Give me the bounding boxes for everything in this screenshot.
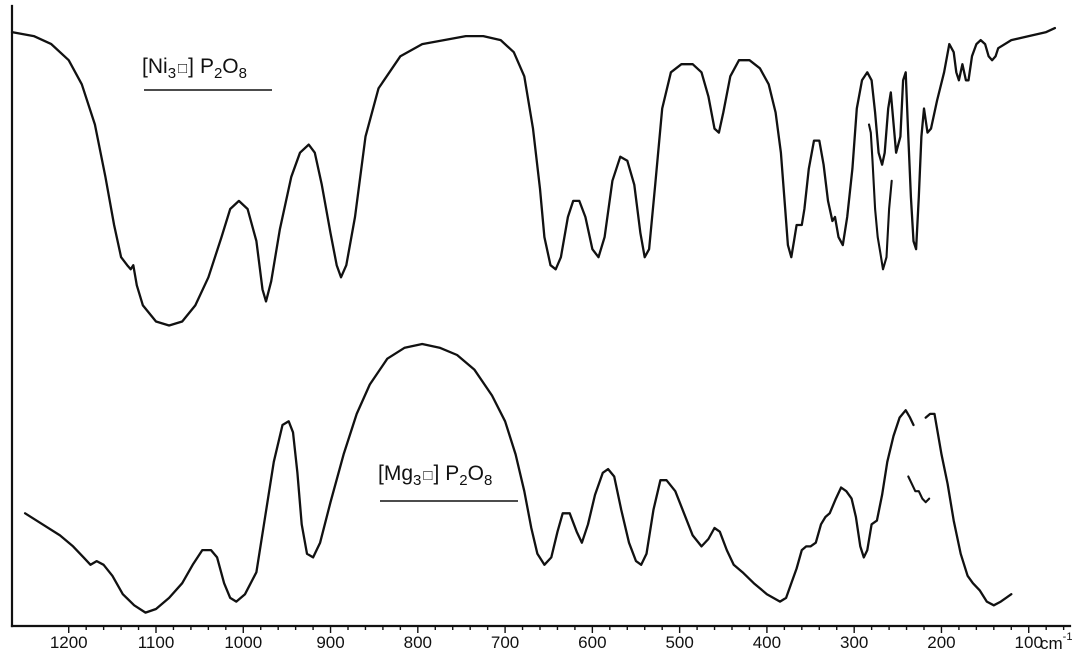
ni-label-close-bracket: ]	[188, 55, 194, 78]
x-axis-tick-labels: 1200 1100 1000 900 800 700 600 500 400 300 200 100	[50, 633, 1043, 652]
x-tick-label: 800	[404, 633, 432, 652]
series-line-ni	[10, 26, 1057, 327]
ni-label-open-bracket: [	[142, 55, 148, 78]
x-tick-label: 500	[665, 633, 693, 652]
x-tick-label: 200	[927, 633, 955, 652]
ni-compound-label: [Ni3 □] P2O8	[142, 55, 272, 91]
mg-label-anion-a: P	[445, 462, 459, 485]
mg-label-vacancy: □	[423, 467, 432, 484]
mg-label-close-bracket: ]	[433, 462, 439, 485]
ni-label-anion-a-sub: 2	[214, 65, 222, 82]
mg-label-anion-a-sub: 2	[459, 472, 467, 489]
x-axis-unit-exponent: -1	[1063, 631, 1073, 643]
series-line-mg	[23, 342, 915, 614]
ni-label-subscript: 3	[168, 65, 176, 82]
ni-label-element: Ni	[148, 55, 168, 78]
mg-label-anion-b: O	[468, 462, 484, 485]
mg-label-element: Mg	[384, 462, 413, 485]
x-tick-label: 100	[1015, 633, 1043, 652]
spectrum-series-layer	[10, 26, 1057, 614]
mg-compound-label-text: [Mg3 □] P2O8	[378, 462, 492, 489]
ni-label-anion-a: P	[200, 55, 214, 78]
mg-label-open-bracket: [	[378, 462, 384, 485]
series-line-ni-inset	[867, 123, 893, 271]
x-tick-label: 1100	[138, 633, 175, 652]
ni-label-anion-b: O	[222, 55, 238, 78]
x-tick-label: 1000	[224, 633, 262, 652]
series-line-mg-tail	[924, 412, 1013, 607]
x-axis-unit-base: cm	[1040, 634, 1063, 653]
mg-compound-label: [Mg3 □] P2O8	[378, 462, 518, 502]
ni-label-vacancy: □	[178, 60, 187, 77]
x-tick-label: 300	[840, 633, 868, 652]
x-tick-label: 400	[753, 633, 781, 652]
mg-label-subscript: 3	[413, 472, 421, 489]
x-axis-unit-label: cm-1	[1040, 631, 1072, 653]
series-line-mg-inset	[907, 475, 931, 504]
ni-compound-label-text: [Ni3 □] P2O8	[142, 55, 247, 82]
mg-label-anion-b-sub: 8	[484, 472, 492, 489]
x-tick-label: 900	[316, 633, 344, 652]
x-axis-ticks	[68, 626, 1065, 633]
x-tick-label: 600	[578, 633, 606, 652]
x-tick-label: 1200	[50, 633, 88, 652]
x-tick-label: 700	[491, 633, 519, 652]
ni-label-anion-b-sub: 8	[239, 65, 247, 82]
chart-frame	[10, 4, 1072, 628]
